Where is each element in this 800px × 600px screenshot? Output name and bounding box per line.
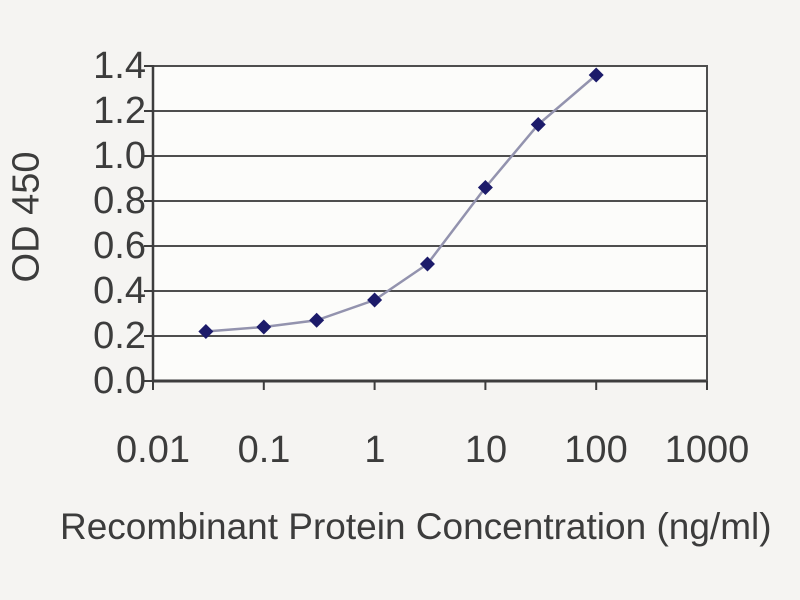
y-tick-label: 1.2	[93, 90, 146, 132]
x-tick-label: 0.01	[116, 429, 190, 471]
y-tick-label: 0.4	[93, 270, 146, 312]
x-tick-label: 10	[464, 429, 508, 471]
y-tick-label: 1.4	[93, 45, 146, 87]
x-tick-label: 1	[364, 429, 386, 471]
y-tick-label: 0.8	[93, 180, 146, 222]
x-tick-label: 0.1	[237, 429, 291, 471]
y-tick-label: 1.0	[93, 135, 146, 177]
y-tick-label: 0.2	[93, 315, 146, 357]
x-tick-label: 1000	[664, 429, 750, 471]
y-tick-label: 0.0	[93, 360, 146, 402]
y-tick-label: 0.6	[93, 225, 146, 267]
x-tick-label: 100	[564, 429, 628, 471]
x-axis-title: Recombinant Protein Concentration (ng/ml…	[60, 506, 772, 547]
